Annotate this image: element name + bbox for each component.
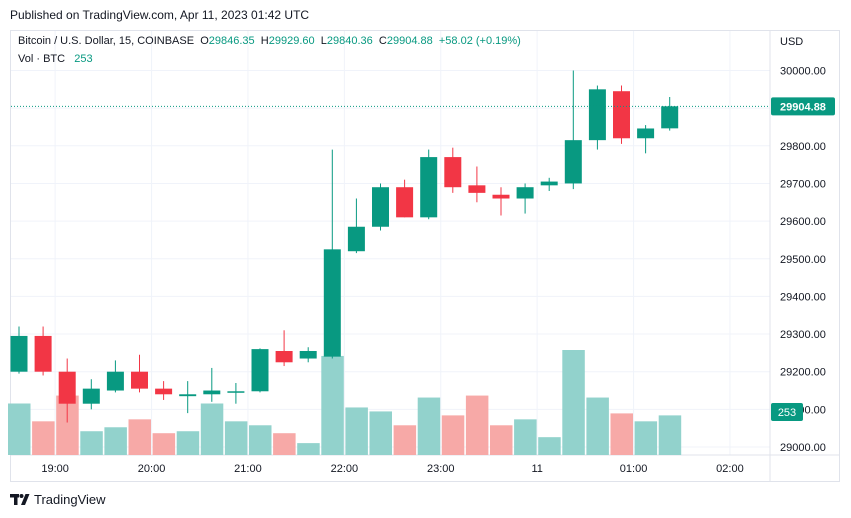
tradingview-footer[interactable]: TradingView [10, 492, 106, 507]
x-tick-label: 20:00 [138, 463, 166, 475]
volume-tag-label: 253 [778, 407, 796, 419]
candle-body [613, 91, 630, 139]
y-tick-label: 29000.00 [780, 442, 826, 454]
candle-body [82, 388, 100, 404]
volume-bar [249, 425, 272, 455]
candle-body [468, 185, 486, 193]
high-value: 29929.60 [268, 35, 315, 47]
volume-bar [586, 397, 609, 455]
currency-label: USD [780, 36, 803, 48]
close-label: C [378, 35, 387, 47]
candle-body [637, 128, 655, 139]
candle-body [203, 390, 221, 395]
volume-bar [345, 407, 368, 455]
volume-legend: Vol · BTC 253 [18, 53, 93, 65]
tradingview-logo-icon [10, 494, 30, 505]
volume-bar [224, 421, 248, 455]
x-tick-label: 19:00 [41, 463, 69, 475]
symbol-legend: Bitcoin / U.S. Dollar, 15, COINBASE O298… [18, 35, 521, 47]
volume-bar [200, 403, 224, 455]
candle-body [347, 226, 365, 252]
volume-bar [32, 421, 55, 455]
candle-body [275, 350, 293, 363]
candle-body [155, 388, 173, 395]
symbol-name: Bitcoin / U.S. Dollar, 15, COINBASE [18, 35, 195, 47]
volume-bar [393, 425, 417, 455]
candle-body [58, 371, 76, 404]
volume-bar [465, 395, 489, 455]
x-tick-label: 23:00 [427, 463, 455, 475]
y-tick-label: 29700.00 [780, 178, 826, 190]
last-price-label: 29904.88 [780, 101, 826, 113]
volume-tag [771, 403, 803, 421]
candle-body [396, 187, 414, 218]
volume-bar [441, 415, 465, 455]
candle-body [323, 249, 341, 357]
candle-body [492, 194, 510, 199]
candle-body [179, 394, 197, 397]
volume-bar [610, 413, 633, 455]
volume-bar [369, 411, 392, 455]
y-tick-label: 29800.00 [780, 141, 826, 153]
volume-bar [490, 425, 513, 455]
candle-body [516, 187, 534, 199]
y-tick-label: 29400.00 [780, 291, 826, 303]
open-label: O [200, 35, 209, 47]
y-tick-label: 29600.00 [780, 216, 826, 228]
volume-label: Vol · BTC [18, 53, 66, 65]
low-label: L [320, 35, 327, 47]
candle-body [444, 157, 462, 188]
chart-frame[interactable] [10, 30, 840, 482]
footer-brand: TradingView [34, 492, 106, 507]
candle-body [420, 157, 438, 218]
candle-body [131, 371, 148, 389]
open-value: 29846.35 [208, 35, 255, 47]
x-tick-label: 01:00 [620, 463, 648, 475]
x-tick-label: 21:00 [234, 463, 262, 475]
x-tick-label: 22:00 [331, 463, 359, 475]
volume-bar [56, 395, 79, 455]
x-tick-label: 11 [531, 463, 542, 475]
y-tick-label: 30000.00 [780, 66, 826, 78]
volume-bar [562, 350, 585, 455]
candle-body [372, 187, 389, 227]
y-tick-label: 29300.00 [780, 329, 826, 341]
candle-body [106, 371, 124, 391]
published-caption: Published on TradingView.com, Apr 11, 20… [10, 8, 310, 22]
close-value: 29904.88 [386, 35, 433, 47]
candle-body [251, 349, 269, 392]
y-tick-label: 29200.00 [780, 367, 826, 379]
volume-bar [321, 355, 344, 455]
volume-bar [104, 427, 127, 455]
candle-body [10, 335, 28, 372]
candle-body [661, 106, 679, 129]
change-value: +58.02 (+0.19%) [438, 35, 521, 47]
candle-body [564, 140, 582, 184]
volume-bar [152, 433, 176, 455]
candle-body [34, 335, 52, 372]
high-label: H [260, 35, 269, 47]
low-value: 29840.36 [326, 35, 373, 47]
volume-bar [297, 443, 320, 455]
candle-body [540, 181, 558, 186]
volume-bar [514, 419, 537, 455]
volume-bar [273, 433, 296, 455]
volume-value: 253 [74, 53, 93, 65]
volume-bar [538, 437, 561, 455]
candle-body [588, 89, 606, 141]
volume-bar [176, 431, 200, 455]
volume-bar [634, 421, 658, 455]
volume-bar [658, 415, 682, 455]
volume-bar [8, 403, 31, 455]
x-tick-label: 02:00 [716, 463, 744, 475]
volume-bar [128, 419, 151, 455]
candle-body [299, 350, 317, 359]
volume-bar [417, 397, 441, 455]
y-tick-label: 29500.00 [780, 254, 826, 266]
last-price-tag [771, 97, 835, 116]
volume-bar [80, 431, 103, 455]
candle-body [227, 391, 245, 393]
